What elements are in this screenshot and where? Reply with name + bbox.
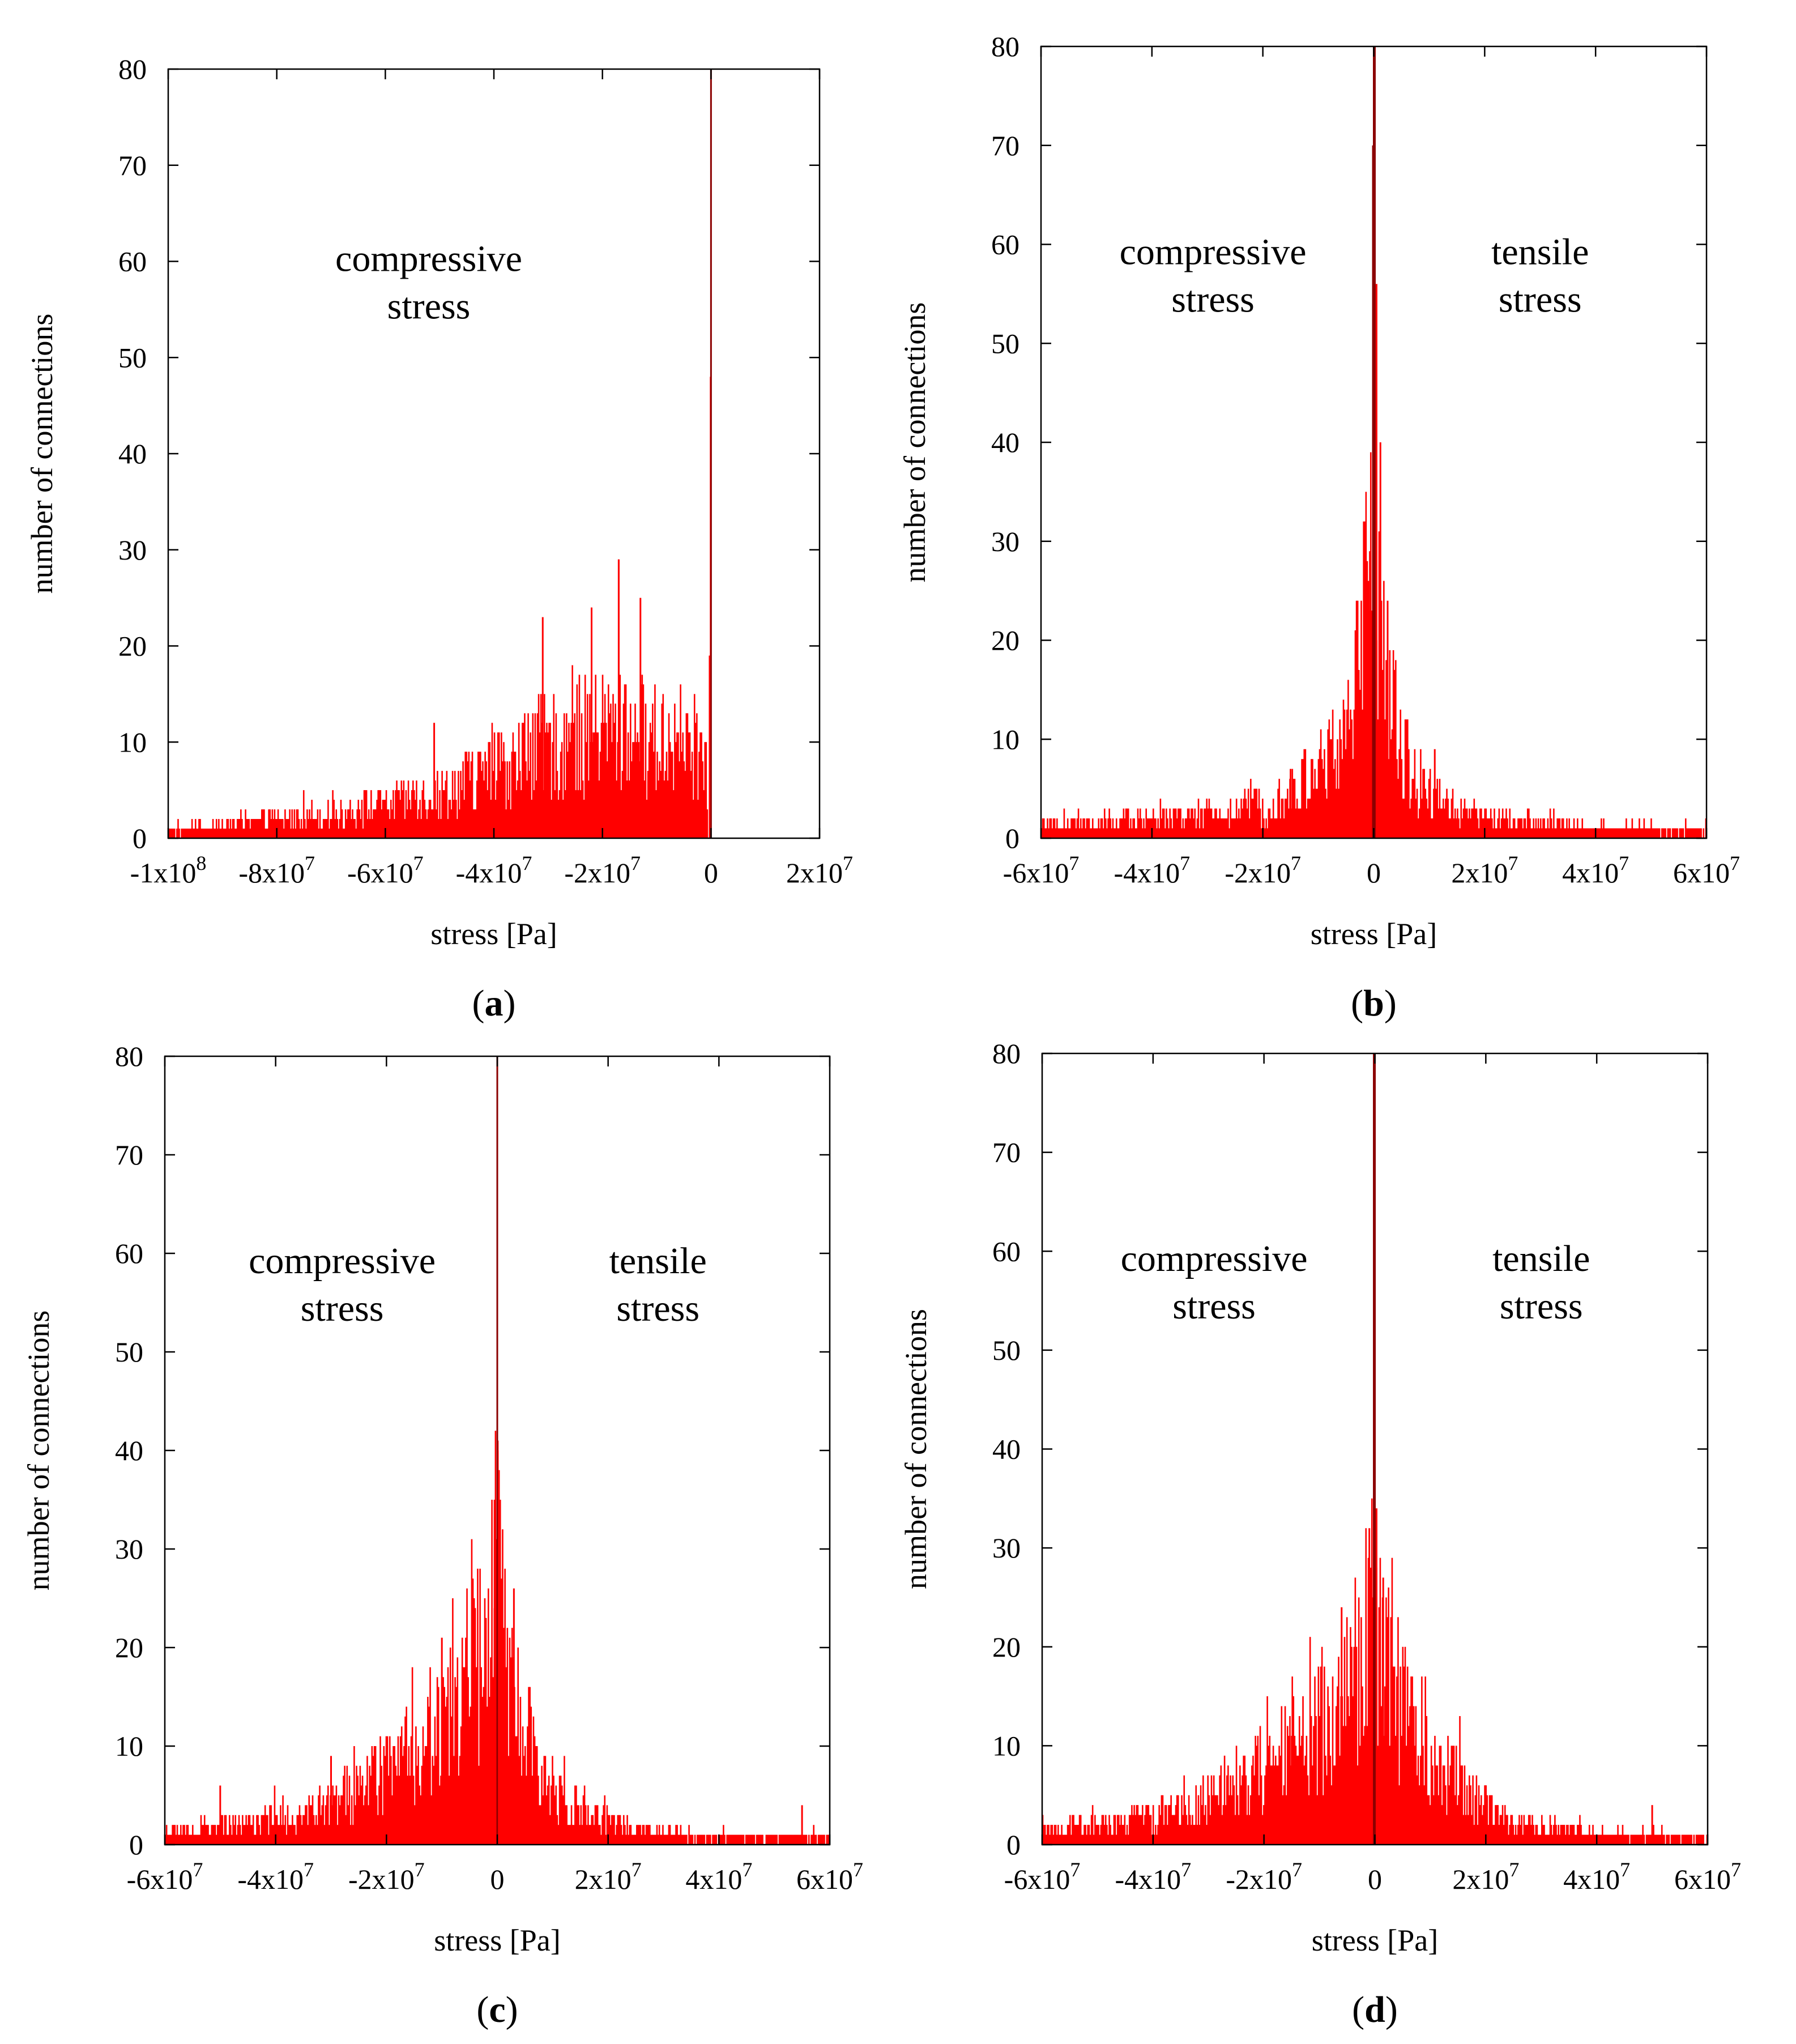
x-tick-label: -2x107 [1225,852,1301,889]
y-tick-label: 30 [118,534,147,566]
stress-annotation: compressive stress [1121,1238,1308,1327]
y-tick-label: 20 [991,625,1019,656]
y-tick-label: 0 [1005,822,1019,854]
histogram-bars [164,1056,830,1845]
y-axis-label: number of connections [899,1309,933,1589]
x-axis-label: stress [Pa] [1311,917,1437,951]
panel-label: (c) [476,1989,518,2030]
y-tick-label: 50 [992,1334,1021,1366]
panel-label: (b) [1351,983,1397,1024]
x-tick-label: 4x107 [685,1858,752,1895]
stress-annotation: tensile stress [1491,231,1589,320]
y-tick-label: 30 [991,526,1019,557]
x-tick-label: -8x107 [238,852,315,889]
x-tick-label: 4x107 [1562,852,1629,889]
y-tick-label: 70 [992,1137,1021,1168]
chart-panel-d: 0 10 20 30 40 50 60 70 80 -6x107 -4x107 -2x107 0 2x10… [899,1038,1741,2030]
stress-annotation: compressive stress [249,1240,436,1329]
y-tick-label: 80 [992,1038,1021,1069]
x-tick-label: -6x107 [347,852,424,889]
y-tick-label: 10 [115,1730,143,1762]
x-tick-label: 0 [1367,857,1381,889]
x-axis-label: stress [Pa] [430,917,557,951]
panel-label: (a) [472,983,516,1024]
y-tick-label: 40 [991,426,1019,458]
y-axis-label: number of connections [22,1311,56,1591]
x-tick-label: 2x107 [786,852,853,889]
y-tick-label: 20 [115,1632,143,1663]
y-tick-label: 60 [991,229,1019,261]
y-tick-label: 20 [118,630,147,662]
y-tick-label: 10 [118,726,147,758]
x-tick-label: 0 [490,1863,505,1895]
y-tick-label: 60 [992,1235,1021,1267]
y-tick-label: 30 [992,1532,1021,1564]
y-tick-label: 60 [118,246,147,278]
y-tick-label: 50 [115,1336,143,1368]
y-tick-label: 0 [1006,1829,1021,1860]
chart-panel-c: 0 10 20 30 40 50 60 70 80 -6x107 -4x107 -2x107 0 2x10… [22,1040,863,2030]
x-tick-label: -2x107 [348,1858,425,1895]
x-tick-label: -2x107 [1226,1858,1302,1895]
y-tick-label: 80 [991,31,1019,62]
panel-label: (d) [1352,1989,1398,2030]
x-tick-label: 0 [1368,1863,1382,1895]
y-tick-label: 10 [991,723,1019,755]
y-tick-label: 50 [991,327,1019,359]
x-tick-label: 0 [704,857,718,889]
stress-annotation: tensile stress [1492,1238,1590,1327]
x-tick-label: 2x107 [1451,852,1518,889]
stress-annotation: compressive stress [335,238,522,327]
x-tick-label: -4x107 [1114,852,1191,889]
x-axis-label: stress [Pa] [1312,1923,1438,1957]
y-tick-label: 40 [115,1435,143,1466]
y-tick-label: 70 [118,150,147,181]
y-tick-label: 80 [115,1040,143,1072]
y-tick-label: 40 [992,1433,1021,1465]
x-tick-label: -1x108 [130,852,207,889]
y-axis-label: number of connections [898,302,932,583]
chart-panel-a: 0 10 20 30 40 50 60 70 80 -1x108 -8x107 -6x107 -4x10… [25,53,853,1024]
x-tick-label: 6x107 [1674,1858,1741,1895]
y-tick-label: 70 [991,130,1019,161]
stress-annotation: compressive stress [1120,231,1307,320]
x-tick-label: -6x107 [1004,1858,1081,1895]
x-tick-label: 6x107 [796,1858,863,1895]
x-tick-label: -4x107 [1115,1858,1192,1895]
y-tick-label: 80 [118,53,147,85]
y-tick-label: 70 [115,1139,143,1171]
y-tick-label: 10 [992,1730,1021,1761]
y-tick-label: 0 [133,822,147,854]
y-axis-label: number of connections [25,314,59,594]
x-tick-label: 4x107 [1563,1858,1630,1895]
y-tick-label: 40 [118,438,147,470]
y-tick-label: 30 [115,1533,143,1565]
x-tick-label: -4x107 [237,1858,314,1895]
y-tick-label: 50 [118,342,147,373]
chart-panel-b: 0 10 20 30 40 50 60 70 80 -6x107 -4x107 -2x107 0 2x10… [898,31,1740,1024]
x-tick-label: -6x107 [127,1858,203,1895]
x-tick-label: -6x107 [1003,852,1080,889]
histogram-bars [168,69,712,838]
x-tick-label: 6x107 [1673,852,1740,889]
x-tick-label: 2x107 [575,1858,642,1895]
stress-annotation: tensile stress [609,1240,707,1329]
y-tick-label: 20 [992,1631,1021,1663]
y-tick-label: 0 [129,1829,143,1860]
y-tick-label: 60 [115,1238,143,1269]
x-tick-label: -2x107 [564,852,641,889]
x-axis-label: stress [Pa] [434,1923,560,1957]
x-tick-label: 2x107 [1452,1858,1519,1895]
x-tick-label: -4x107 [456,852,532,889]
